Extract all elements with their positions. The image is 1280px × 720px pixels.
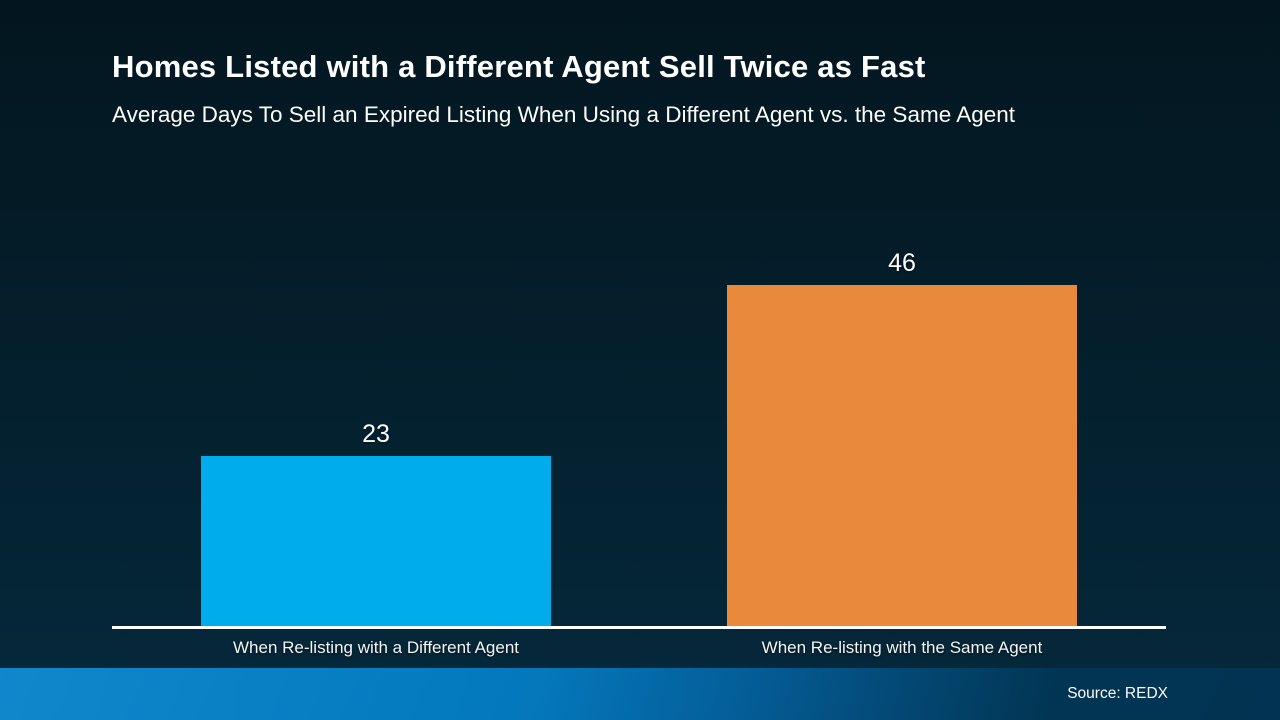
bar-value-label: 46 xyxy=(888,249,916,277)
bar-group-different-agent: 23 xyxy=(201,420,551,627)
x-axis-line xyxy=(112,626,1166,629)
chart-subtitle: Average Days To Sell an Expired Listing … xyxy=(112,102,1016,127)
category-label-different-agent: When Re-listing with a Different Agent xyxy=(233,638,519,657)
bar-group-same-agent: 46 xyxy=(727,249,1077,627)
footer-bar: Source: REDX xyxy=(0,668,1280,720)
bar-different-agent xyxy=(201,456,551,627)
chart-title: Homes Listed with a Different Agent Sell… xyxy=(112,49,926,84)
category-label-same-agent: When Re-listing with the Same Agent xyxy=(761,638,1043,657)
source-attribution: Source: REDX xyxy=(1067,685,1168,702)
bar-same-agent xyxy=(727,285,1077,627)
bar-value-label: 23 xyxy=(362,420,390,448)
